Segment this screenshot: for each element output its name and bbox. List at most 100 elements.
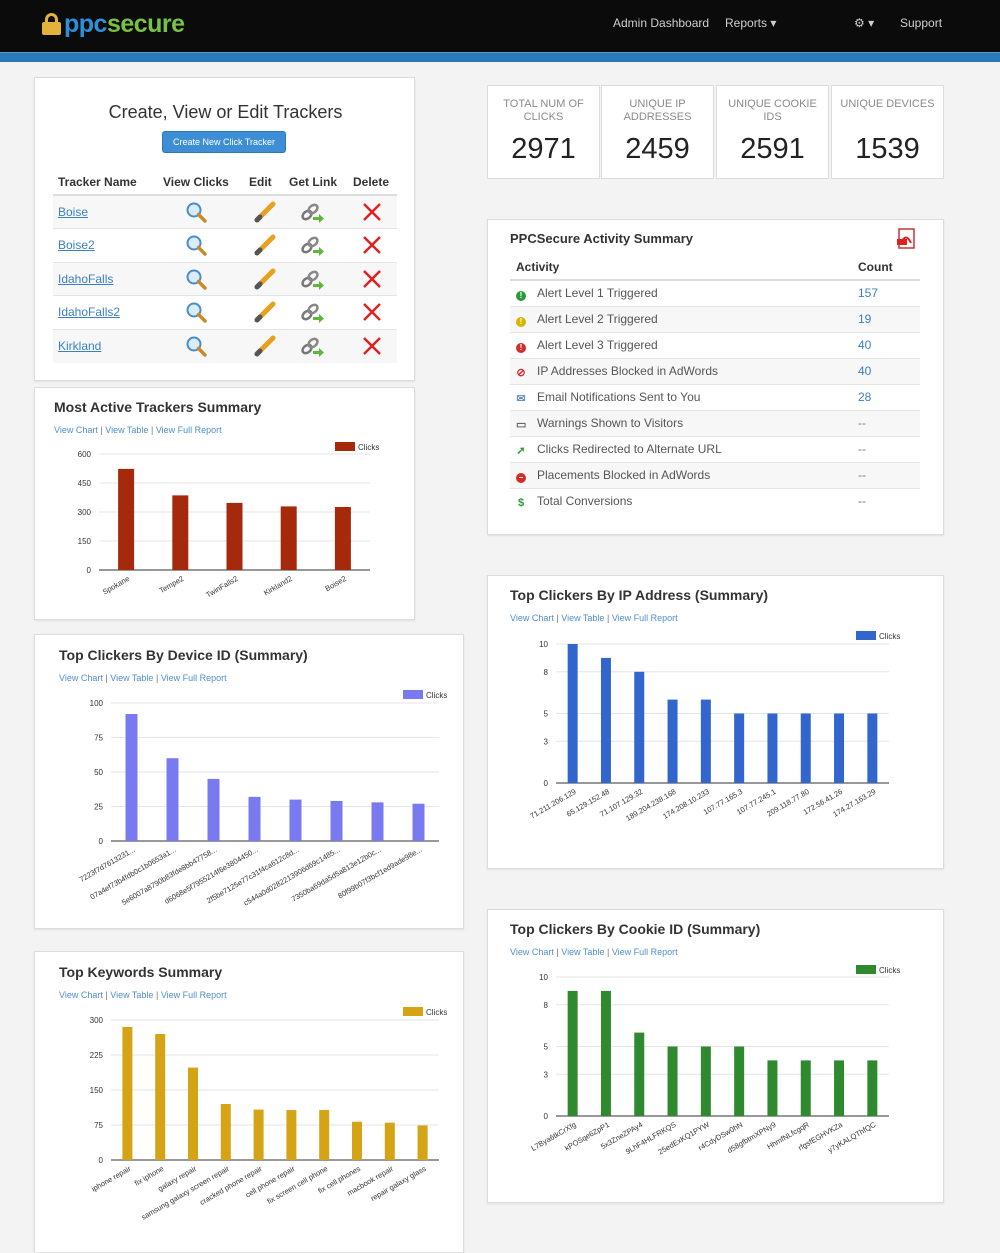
magnifier-icon[interactable] (185, 201, 207, 223)
bar (734, 713, 745, 783)
link-icon[interactable] (299, 200, 325, 224)
magnifier-icon[interactable] (185, 234, 207, 256)
nav-admin-dashboard[interactable]: Admin Dashboard (613, 16, 710, 30)
bar (330, 800, 343, 841)
view-table-link[interactable]: View Table (105, 425, 149, 435)
magnifier-icon[interactable] (185, 301, 207, 323)
stat-label: UNIQUE COOKIE IDs (728, 98, 817, 123)
bar (220, 1104, 231, 1160)
bar (867, 1060, 878, 1116)
bar (634, 671, 645, 783)
trackers-title: Create, View or Edit Trackers (108, 102, 343, 122)
link-separator: | (100, 425, 103, 435)
tracker-name-link[interactable]: Boise2 (58, 238, 95, 253)
view-table-link[interactable]: View Table (110, 990, 154, 1000)
create-tracker-button[interactable]: Create New Click Tracker (162, 131, 286, 153)
link-separator: | (606, 947, 610, 957)
chart-title: Top Clickers By IP Address (Summary) (510, 587, 769, 603)
col-view-clicks: View Clicks (158, 169, 244, 196)
bar (289, 799, 302, 841)
tracker-name-link[interactable]: Boise (58, 205, 89, 219)
activity-label: Total Conversions (537, 494, 633, 509)
activity-count[interactable]: 28 (852, 383, 920, 410)
pencil-icon[interactable] (253, 334, 277, 358)
y-tick-label: 0 (544, 1112, 549, 1121)
legend-swatch (856, 631, 876, 640)
pencil-icon[interactable] (253, 267, 277, 291)
delete-x-icon[interactable] (361, 201, 383, 223)
bar (319, 1110, 330, 1160)
y-tick-label: 0 (99, 837, 104, 846)
alert-level-3-icon: ! (516, 342, 526, 353)
view-full-report-link[interactable]: View Full Report (611, 613, 678, 623)
bar (567, 990, 578, 1116)
y-tick-label: 300 (78, 508, 92, 517)
view-table-link[interactable]: View Table (561, 947, 605, 957)
activity-title: PPCSecure Activity Summary (510, 231, 694, 246)
activity-count[interactable]: 19 (852, 305, 920, 332)
stat-label: UNIQUE IP ADDRESSES (623, 98, 692, 123)
y-tick-label: 0 (544, 779, 549, 788)
legend-label: Clicks (879, 632, 900, 641)
link-icon[interactable] (299, 267, 325, 291)
view-chart-link[interactable]: View Chart (510, 947, 554, 957)
bar (384, 1122, 395, 1160)
activity-count[interactable]: 157 (852, 279, 920, 306)
x-tick-label: repair galaxy glass (369, 1164, 428, 1203)
view-chart-link[interactable]: View Chart (59, 673, 103, 683)
redirect-icon: ➚ (516, 445, 526, 457)
y-tick-label: 0 (99, 1156, 104, 1165)
top-ip-panel: Top Clickers By IP Address (Summary) Vie… (487, 575, 944, 869)
bar (667, 699, 678, 783)
bar (700, 1046, 711, 1116)
magnifier-icon[interactable] (185, 268, 207, 290)
nav-reports-dropdown[interactable]: Reports ▾ (725, 16, 777, 30)
link-icon[interactable] (299, 334, 325, 358)
top-device-panel: Top Clickers By Device ID (Summary) View… (34, 634, 464, 929)
stat-unique-devices: UNIQUE DEVICES 1539 (831, 85, 944, 179)
bar (634, 1032, 645, 1116)
view-full-report-link[interactable]: View Full Report (611, 947, 678, 957)
bar (352, 1121, 362, 1160)
link-icon[interactable] (299, 300, 325, 324)
y-tick-label: 3 (544, 1070, 549, 1079)
magnifier-icon[interactable] (185, 335, 207, 357)
delete-x-icon[interactable] (361, 335, 383, 357)
view-chart-link[interactable]: View Chart (59, 990, 103, 1000)
nav-settings-gear-icon[interactable]: ⚙ ▾ (854, 16, 875, 30)
ppcsecure-logo[interactable]: ppcsecure (42, 10, 185, 39)
delete-x-icon[interactable] (361, 268, 383, 290)
chart-links: View Chart | View Table | View Full Repo… (54, 425, 222, 435)
pencil-icon[interactable] (253, 233, 277, 257)
y-tick-label: 100 (90, 699, 104, 708)
tracker-name-link[interactable]: IdahoFalls (58, 271, 114, 286)
bar (226, 502, 243, 570)
x-tick-label: Boise2 (324, 574, 348, 593)
tracker-name-link[interactable]: Kirkland (58, 339, 102, 353)
view-chart-link[interactable]: View Chart (510, 613, 554, 623)
view-chart-link[interactable]: View Chart (54, 425, 98, 435)
bar (118, 468, 135, 570)
chart-title: Top Clickers By Device ID (Summary) (59, 647, 308, 663)
bar (800, 1060, 811, 1116)
pdf-export-icon[interactable] (896, 228, 918, 250)
activity-count[interactable]: 40 (852, 331, 920, 358)
view-full-report-link[interactable]: View Full Report (160, 990, 227, 1000)
delete-x-icon[interactable] (361, 234, 383, 256)
activity-count[interactable]: 40 (852, 357, 920, 384)
y-tick-label: 450 (78, 479, 92, 488)
view-table-link[interactable]: View Table (110, 673, 154, 683)
pencil-icon[interactable] (253, 300, 277, 324)
pencil-icon[interactable] (253, 200, 277, 224)
y-tick-label: 8 (544, 1001, 549, 1010)
bar (412, 803, 425, 841)
delete-x-icon[interactable] (361, 301, 383, 323)
tracker-name-link[interactable]: IdahoFalls2 (58, 305, 121, 320)
nav-support[interactable]: Support (900, 16, 943, 30)
legend-swatch (856, 965, 876, 974)
view-full-report-link[interactable]: View Full Report (155, 425, 222, 435)
link-icon[interactable] (299, 233, 325, 257)
bar (253, 1109, 264, 1160)
view-table-link[interactable]: View Table (561, 613, 605, 623)
view-full-report-link[interactable]: View Full Report (160, 673, 227, 683)
